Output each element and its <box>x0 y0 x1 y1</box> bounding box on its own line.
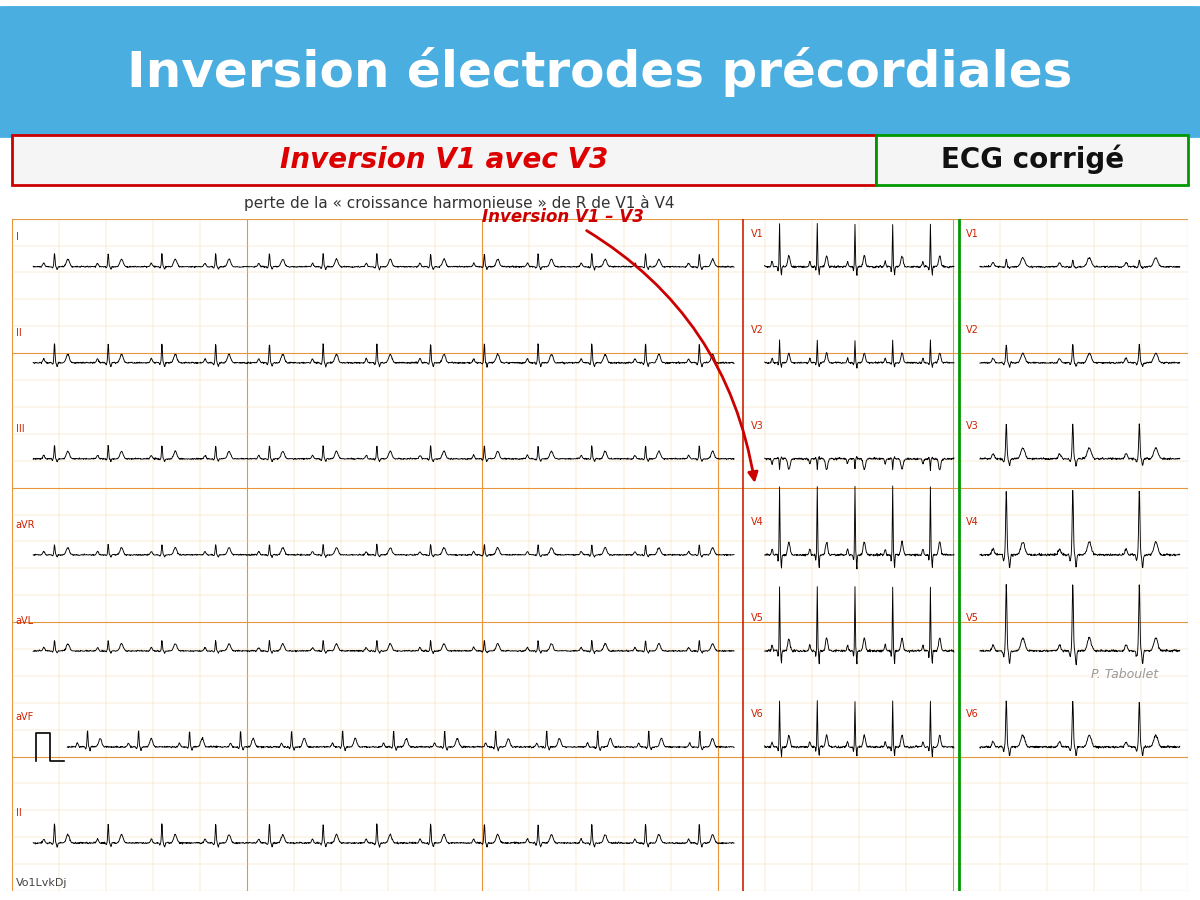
Text: III: III <box>16 424 24 434</box>
Bar <box>12 135 876 184</box>
Text: P. Taboulet: P. Taboulet <box>1091 669 1159 681</box>
Text: V1: V1 <box>750 230 763 239</box>
Text: V4: V4 <box>966 518 978 527</box>
Text: V3: V3 <box>750 421 763 431</box>
Text: V2: V2 <box>966 325 979 336</box>
Text: V5: V5 <box>966 614 979 624</box>
Text: Inversion électrodes précordiales: Inversion électrodes précordiales <box>127 47 1073 97</box>
Text: aVL: aVL <box>16 616 34 626</box>
Text: perte de la « croissance harmonieuse » de R de V1 à V4: perte de la « croissance harmonieuse » d… <box>244 195 674 212</box>
Text: V2: V2 <box>750 325 763 336</box>
Text: Inversion V1 – V3: Inversion V1 – V3 <box>482 209 757 480</box>
Text: II: II <box>16 808 22 818</box>
Text: Vo1LvkDj: Vo1LvkDj <box>16 878 67 887</box>
Text: Inversion V1 avec V3: Inversion V1 avec V3 <box>280 146 608 174</box>
Text: aVR: aVR <box>16 520 35 530</box>
Text: I: I <box>16 232 18 242</box>
Text: V4: V4 <box>750 518 763 527</box>
Bar <box>876 135 1188 184</box>
Text: V3: V3 <box>966 421 978 431</box>
Text: V6: V6 <box>966 709 978 719</box>
Text: aVF: aVF <box>16 713 34 723</box>
Text: V1: V1 <box>966 230 978 239</box>
FancyBboxPatch shape <box>0 4 1200 140</box>
Text: V5: V5 <box>750 614 763 624</box>
Text: V6: V6 <box>750 709 763 719</box>
Text: ECG corrigé: ECG corrigé <box>941 145 1123 175</box>
Text: II: II <box>16 328 22 338</box>
